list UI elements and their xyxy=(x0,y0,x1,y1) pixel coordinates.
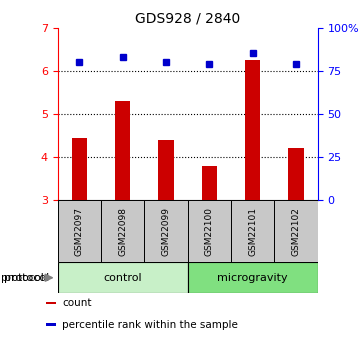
Bar xyxy=(188,200,231,262)
Bar xyxy=(101,200,144,262)
Bar xyxy=(158,140,174,200)
Text: GSM22102: GSM22102 xyxy=(292,207,300,256)
Text: GSM22097: GSM22097 xyxy=(75,207,84,256)
Bar xyxy=(46,302,56,304)
Bar xyxy=(115,101,130,200)
Bar xyxy=(202,166,217,200)
Bar xyxy=(72,138,87,200)
Bar xyxy=(144,200,188,262)
Bar xyxy=(288,148,304,200)
Text: protocol: protocol xyxy=(4,273,49,283)
Bar xyxy=(58,262,188,293)
Text: GSM22100: GSM22100 xyxy=(205,207,214,256)
Text: control: control xyxy=(104,273,142,283)
Text: GSM22101: GSM22101 xyxy=(248,207,257,256)
Title: GDS928 / 2840: GDS928 / 2840 xyxy=(135,11,240,25)
Text: percentile rank within the sample: percentile rank within the sample xyxy=(62,320,238,329)
Bar xyxy=(46,323,56,326)
Text: microgravity: microgravity xyxy=(217,273,288,283)
Text: count: count xyxy=(62,298,92,308)
Bar xyxy=(245,60,260,200)
Text: GSM22099: GSM22099 xyxy=(162,207,170,256)
Bar xyxy=(58,200,101,262)
Bar xyxy=(188,262,318,293)
Text: GSM22098: GSM22098 xyxy=(118,207,127,256)
Bar xyxy=(231,200,274,262)
Text: protocol: protocol xyxy=(1,273,44,283)
Bar xyxy=(274,200,318,262)
